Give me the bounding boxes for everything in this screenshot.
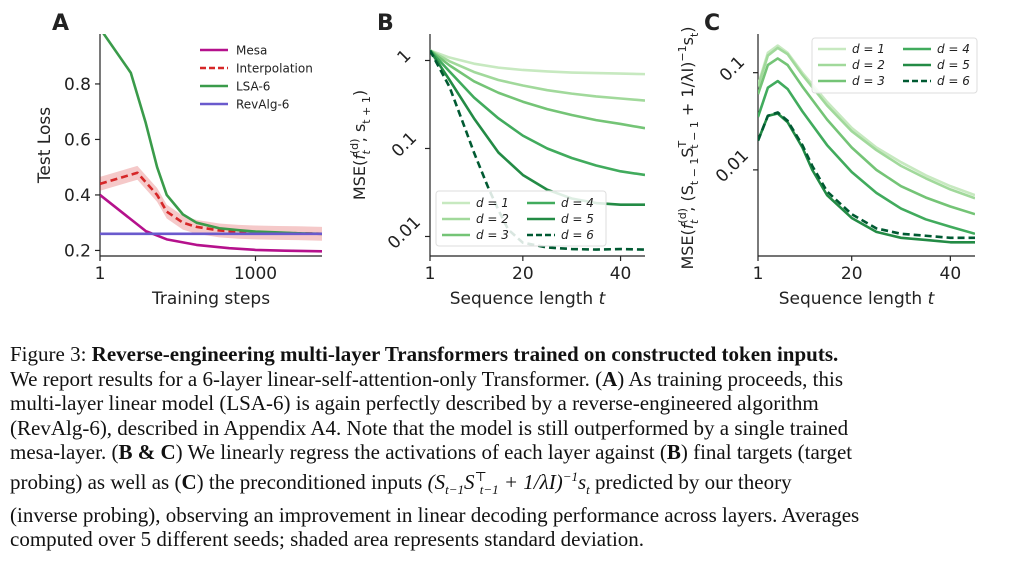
legend: d = 1 d = 2 d = 3 d = 4 d = 5 d = 6: [435, 190, 607, 247]
x-tick-label-1: 1000: [234, 264, 277, 284]
caption-line-2: We report results for a 6-layer linear-s…: [10, 366, 844, 391]
legend-label-5: d = 6: [937, 74, 970, 88]
series-line-2: [430, 49, 645, 130]
legend-box: [811, 37, 978, 94]
legend-label-2: LSA-6: [236, 80, 270, 94]
panel-c-plot: 1 20 40 0.01 0.1 Sequence length t MSE(f(d)t, …: [676, 26, 978, 309]
series-line-4: [430, 49, 645, 206]
legend-label-3: d = 4: [561, 196, 594, 210]
panel-c-letter: C: [704, 11, 720, 36]
caption-line-1: Figure 3: Reverse-engineering multi-laye…: [10, 342, 1010, 367]
caption-line-4: (RevAlg-6), described in Appendix A4. No…: [10, 415, 849, 440]
series-group: [758, 44, 975, 244]
series-line-0: [100, 193, 322, 253]
y-tick-label-2: 0.6: [64, 130, 91, 150]
x-axis-label: Sequence length t: [450, 289, 607, 309]
y-tick-label-3: 0.8: [64, 75, 91, 95]
legend-label-3: d = 4: [937, 42, 970, 56]
caption-line-3: multi-layer linear model (LSA-6) is agai…: [10, 391, 819, 416]
panel-b-letter: B: [377, 11, 394, 36]
y-tick-label-0: 0.2: [64, 241, 91, 261]
x-tick-label-2: 40: [610, 264, 632, 284]
series-line-3: [758, 79, 975, 236]
legend: d = 1 d = 2 d = 3 d = 4 d = 5 d = 6: [811, 37, 978, 94]
caption-line-6: probing) as well as (C) the precondition…: [10, 468, 792, 498]
y-tick-label-2: 1: [394, 46, 416, 68]
panel-a: A 1 1000 0.2 0.4 0.6 0.8 Training steps Test Lo…: [35, 11, 322, 309]
y-tick-label-1: 0.1: [716, 53, 749, 86]
x-axis-label: Sequence length t: [779, 289, 936, 309]
panel-b-plot: 1 20 40 0.01 0.1 1 Sequence length t MSE(f(d)t,…: [348, 34, 645, 309]
series-line-5: [430, 49, 645, 251]
figure-caption: Figure 3: Reverse-engineering multi-laye…: [10, 342, 1010, 552]
caption-line-7: (inverse probing), observing an improvem…: [10, 502, 860, 527]
legend-label-0: d = 1: [476, 196, 509, 210]
legend-label-5: d = 6: [561, 228, 594, 242]
x-tick-label-2: 40: [940, 264, 962, 284]
legend-label-4: d = 5: [561, 212, 594, 226]
legend: Mesa Interpolation LSA-6 RevAlg-6: [200, 44, 313, 112]
x-tick-label-0: 1: [425, 264, 436, 284]
legend-label-1: d = 2: [476, 212, 509, 226]
caption-label: Figure 3:: [10, 342, 87, 366]
legend-label-4: d = 5: [937, 58, 970, 72]
legend-label-2: d = 3: [852, 74, 885, 88]
legend-label-0: Mesa: [236, 44, 267, 58]
series-line-0: [430, 49, 645, 76]
caption-line-8: computed over 5 different seeds; shaded …: [10, 527, 645, 552]
series-group: [430, 49, 645, 251]
panel-a-plot: 1 1000 0.2 0.4 0.6 0.8 Training steps Test Loss…: [35, 34, 322, 309]
series-line-1: [758, 46, 975, 200]
y-tick-label-1: 0.1: [388, 128, 421, 161]
legend-box: [435, 190, 607, 247]
x-tick-label-0: 1: [95, 264, 106, 284]
legend-label-0: d = 1: [852, 42, 885, 56]
caption-math: (St−1S⊤t−1 + 1/λI)−1st: [427, 468, 590, 498]
x-axis-label: Training steps: [151, 289, 270, 309]
series-line-5: [758, 111, 975, 240]
legend-label-1: Interpolation: [236, 62, 313, 76]
series-line-1: [100, 171, 322, 236]
series-line-2: [758, 57, 975, 216]
y-tick-label-1: 0.4: [64, 186, 91, 206]
panel-b: B 1 20 40 0.01 0.1 1 Sequence length t MSE(f(d)…: [348, 11, 645, 309]
y-axis-label: Test Loss: [35, 107, 55, 184]
series-group: [100, 34, 322, 253]
series-line-1: [430, 49, 645, 102]
legend-label-2: d = 3: [476, 228, 509, 242]
legend-label-1: d = 2: [852, 58, 885, 72]
y-axis-label: MSE(f(d)t, (St − 1STt − 1 + 1/λI)−1st): [676, 26, 701, 269]
figure-3: A 1 1000 0.2 0.4 0.6 0.8 Training steps Test Lo…: [35, 11, 978, 309]
y-tick-label-0: 0.01: [384, 212, 425, 253]
series-line-2: [102, 34, 322, 236]
caption-line-5: mesa-layer. (B & C) We linearly regress …: [10, 440, 853, 465]
panel-c: C 1 20 40 0.01 0.1 Sequence length t MSE(f(d)t…: [676, 11, 978, 309]
x-tick-label-1: 20: [512, 264, 534, 284]
series-line-0: [758, 44, 975, 197]
y-tick-label-0: 0.01: [712, 146, 753, 187]
legend-label-3: RevAlg-6: [236, 98, 289, 112]
panel-a-letter: A: [52, 11, 69, 36]
caption-title: Reverse-engineering multi-layer Transfor…: [91, 342, 839, 366]
series-line-3: [430, 49, 645, 177]
x-tick-label-0: 1: [753, 264, 764, 284]
y-axis-label: MSE(f(d)t, st + 1): [348, 90, 373, 200]
x-tick-label-1: 20: [841, 264, 863, 284]
